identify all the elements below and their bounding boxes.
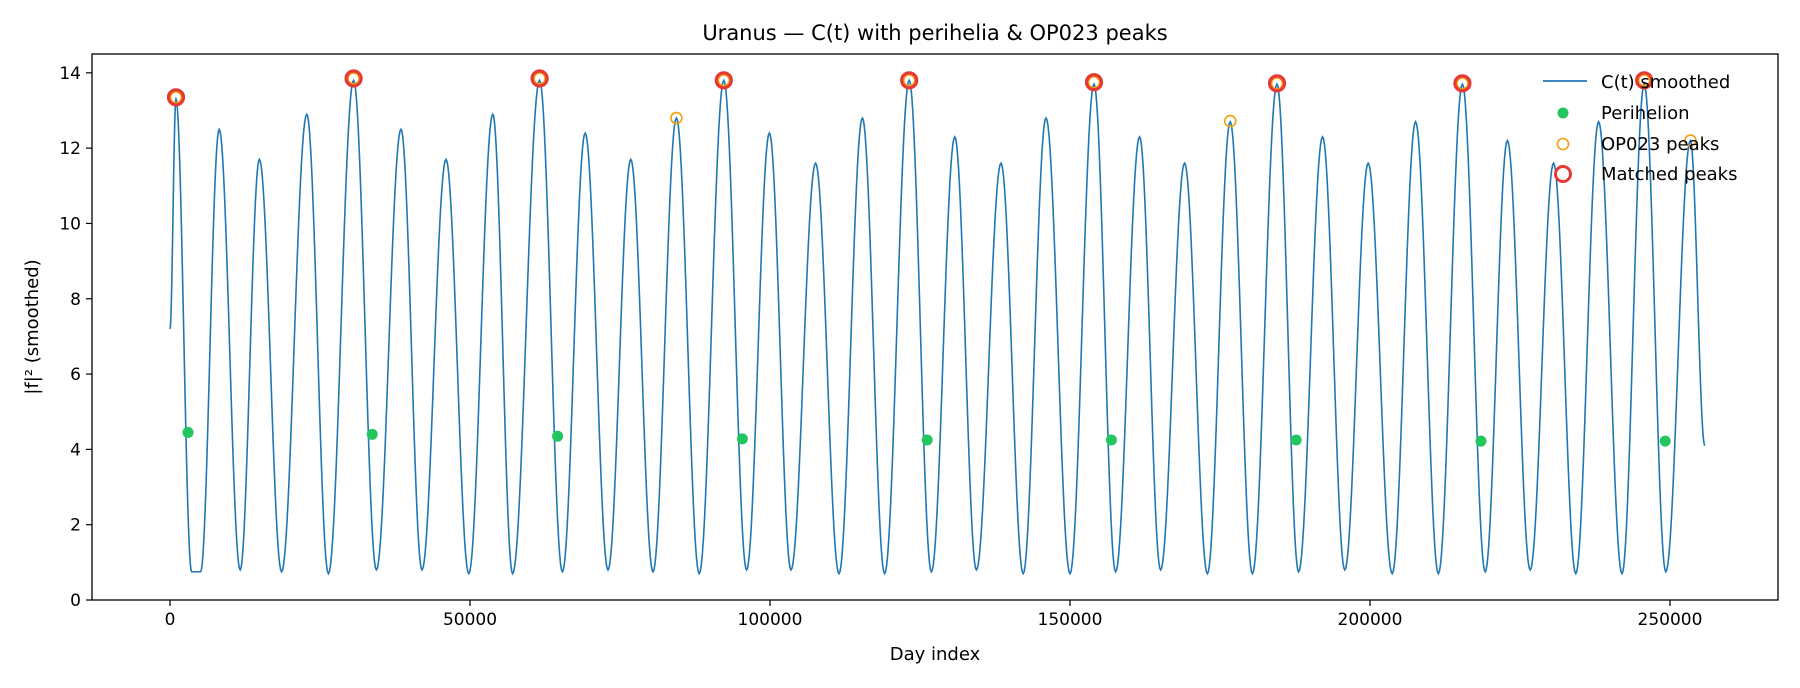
point-op023-peaks <box>169 91 183 104</box>
legend-label-op023-peaks: OP023 peaks <box>1601 134 1719 155</box>
x-axis-label: Day index <box>890 644 981 665</box>
point-op023-peaks <box>533 72 546 85</box>
x-tick-label: 250000 <box>1638 610 1703 630</box>
point-matched-peaks <box>900 71 919 90</box>
y-tick-label: 14 <box>59 64 81 84</box>
legend-label-matched-peaks: Matched peaks <box>1601 164 1737 185</box>
point-perihelion <box>921 434 933 446</box>
chart-title: Uranus — C(t) with perihelia & OP023 pea… <box>702 21 1167 45</box>
x-tick-label: 150000 <box>1038 610 1103 630</box>
point-perihelion <box>1475 435 1487 447</box>
point-matched-peaks <box>1267 74 1287 93</box>
legend-label-perihelion: Perihelion <box>1601 103 1690 124</box>
point-matched-peaks <box>166 88 186 107</box>
point-op023-peaks <box>1087 75 1101 89</box>
plot-frame <box>91 53 1779 601</box>
point-perihelion <box>1659 435 1671 447</box>
legend: C(t) smoothed Perihelion OP023 peaks Mat… <box>1543 72 1737 185</box>
x-tick-label: 0 <box>165 610 176 630</box>
x-tick-label: 200000 <box>1338 610 1403 630</box>
point-op023-peaks <box>1270 77 1284 90</box>
point-op023-peaks <box>902 74 916 87</box>
y-tick-label: 8 <box>70 290 81 310</box>
point-op023-peaks <box>1684 134 1697 147</box>
point-perihelion <box>1105 434 1117 446</box>
plot-area <box>166 69 1706 576</box>
y-tick-label: 0 <box>70 591 81 611</box>
x-tick-label: 100000 <box>738 610 803 630</box>
point-op023-peaks <box>1456 77 1469 90</box>
point-matched-peaks <box>344 69 363 88</box>
legend-label-c-t-smoothed: C(t) smoothed <box>1601 72 1730 93</box>
y-tick-label: 6 <box>70 365 81 385</box>
point-matched-peaks <box>1635 71 1654 90</box>
point-matched-peaks <box>530 69 549 88</box>
point-op023-peaks <box>717 74 731 87</box>
point-matched-peaks <box>1453 74 1472 93</box>
point-perihelion <box>736 433 748 445</box>
point-perihelion <box>182 426 194 438</box>
point-perihelion <box>366 428 378 440</box>
point-op023-peaks <box>1223 114 1237 128</box>
point-op023-peaks <box>347 72 360 85</box>
legend-matched-swatch <box>1554 165 1572 183</box>
series-line-c-t-smoothed <box>169 78 1706 576</box>
point-perihelion <box>552 430 564 442</box>
y-tick-label: 12 <box>59 139 81 159</box>
y-axis-label: |f|² (smoothed) <box>22 259 43 394</box>
y-tick-label: 2 <box>70 516 81 536</box>
point-matched-peaks <box>1084 73 1104 92</box>
point-perihelion <box>1290 434 1302 446</box>
x-tick-label: 50000 <box>443 610 497 630</box>
point-op023-peaks <box>1637 74 1651 87</box>
axis-ticks: 0 50000 100000 150000 200000 250000 0 2 4 6 8 10 12 1… <box>59 64 1702 630</box>
point-matched-peaks <box>714 71 733 90</box>
legend-op023-swatch <box>1556 137 1570 151</box>
legend-perihelion-swatch <box>1557 107 1569 119</box>
point-op023-peaks <box>670 111 683 125</box>
y-tick-label: 10 <box>59 214 81 234</box>
y-tick-label: 4 <box>70 440 81 460</box>
